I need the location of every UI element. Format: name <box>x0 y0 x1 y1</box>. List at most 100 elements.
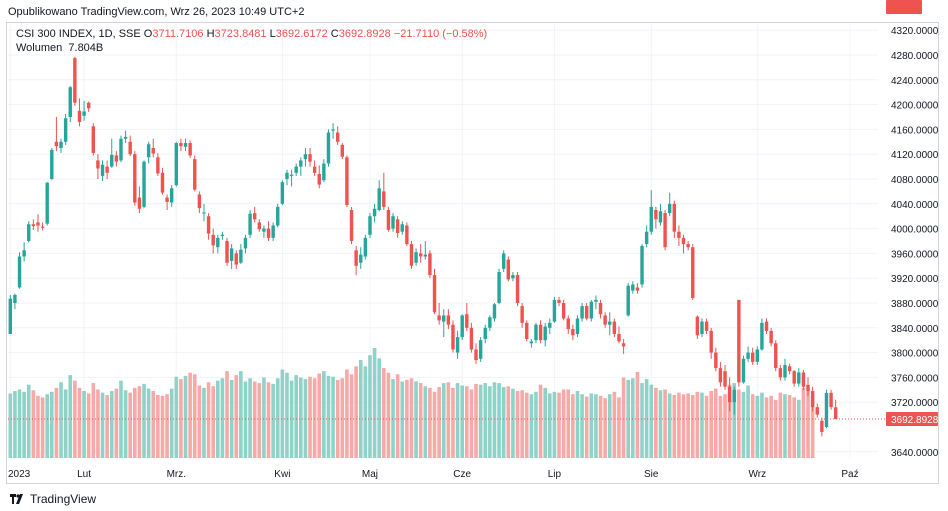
candle[interactable] <box>243 234 248 254</box>
candle[interactable] <box>400 221 404 235</box>
candle[interactable] <box>672 200 677 238</box>
candle[interactable] <box>483 324 487 344</box>
candle[interactable] <box>644 225 649 248</box>
candle[interactable] <box>451 320 455 353</box>
candle[interactable] <box>727 377 732 412</box>
candle[interactable] <box>732 386 736 415</box>
candle[interactable] <box>525 320 529 342</box>
candle[interactable] <box>750 347 755 365</box>
candle[interactable] <box>428 250 432 279</box>
candle[interactable] <box>271 222 275 241</box>
candle[interactable] <box>640 244 644 288</box>
candle[interactable] <box>395 216 400 238</box>
candle[interactable] <box>746 346 750 362</box>
candle[interactable] <box>137 186 142 214</box>
candle[interactable] <box>220 231 225 240</box>
candle[interactable] <box>603 312 607 328</box>
candle[interactable] <box>110 138 114 168</box>
candle[interactable] <box>760 318 764 351</box>
candle[interactable] <box>160 167 165 195</box>
candle[interactable] <box>252 206 257 223</box>
candle[interactable] <box>511 272 515 282</box>
candle[interactable] <box>497 268 501 305</box>
candle[interactable] <box>741 355 746 384</box>
candle[interactable] <box>492 303 497 322</box>
candle[interactable] <box>59 138 63 153</box>
candle[interactable] <box>658 203 663 226</box>
candle[interactable] <box>820 417 824 437</box>
candle[interactable] <box>446 309 451 330</box>
candle[interactable] <box>626 283 630 317</box>
candle[interactable] <box>345 155 349 207</box>
candle[interactable] <box>68 86 72 122</box>
candle[interactable] <box>262 225 266 238</box>
candle[interactable] <box>631 281 635 294</box>
candle[interactable] <box>442 309 446 338</box>
candle[interactable] <box>40 222 45 231</box>
candle[interactable] <box>501 250 506 272</box>
candle[interactable] <box>174 141 179 187</box>
candle[interactable] <box>432 268 437 315</box>
candle[interactable] <box>100 160 105 181</box>
candle[interactable] <box>520 303 524 328</box>
candle[interactable] <box>50 148 54 181</box>
candle[interactable] <box>146 141 151 164</box>
candle[interactable] <box>764 318 769 335</box>
candle[interactable] <box>774 340 778 372</box>
candle[interactable] <box>409 241 414 269</box>
candle[interactable] <box>755 346 760 365</box>
candle[interactable] <box>617 326 621 344</box>
candle[interactable] <box>229 244 234 269</box>
candle[interactable] <box>156 152 160 176</box>
candle[interactable] <box>133 151 137 206</box>
candle[interactable] <box>405 222 409 246</box>
candle[interactable] <box>349 206 354 245</box>
candle[interactable] <box>193 155 197 192</box>
candle[interactable] <box>691 244 695 300</box>
candle[interactable] <box>382 172 386 210</box>
candle[interactable] <box>299 157 303 176</box>
candle[interactable] <box>225 237 229 266</box>
candle[interactable] <box>543 322 547 347</box>
candle[interactable] <box>548 318 552 335</box>
candle[interactable] <box>377 180 381 212</box>
candle[interactable] <box>778 365 783 381</box>
candle[interactable] <box>418 244 423 263</box>
candle[interactable] <box>280 180 285 206</box>
candle[interactable] <box>797 368 801 387</box>
candle[interactable] <box>31 219 36 230</box>
candle[interactable] <box>308 148 312 167</box>
candle[interactable] <box>335 126 340 145</box>
symbol-label[interactable]: CSI 300 INDEX, 1D, SSE <box>16 28 141 40</box>
candle[interactable] <box>718 361 723 387</box>
candle[interactable] <box>13 293 17 310</box>
candle[interactable] <box>303 148 308 167</box>
candle[interactable] <box>128 135 132 157</box>
candle[interactable] <box>22 242 26 262</box>
candle[interactable] <box>833 399 838 420</box>
candle[interactable] <box>829 389 833 410</box>
candle[interactable] <box>359 247 363 269</box>
candle[interactable] <box>91 123 96 156</box>
candle[interactable] <box>815 403 819 418</box>
candle[interactable] <box>276 203 280 228</box>
candle[interactable] <box>598 299 603 319</box>
candle[interactable] <box>783 358 787 381</box>
candle[interactable] <box>557 296 561 307</box>
candle[interactable] <box>584 303 589 321</box>
candle[interactable] <box>36 214 40 232</box>
candle[interactable] <box>114 151 119 167</box>
candle[interactable] <box>73 56 77 106</box>
candle[interactable] <box>515 272 520 307</box>
candle[interactable] <box>460 314 464 341</box>
candle[interactable] <box>465 303 469 331</box>
candle[interactable] <box>165 194 169 211</box>
candle[interactable] <box>737 299 741 387</box>
candle[interactable] <box>119 135 123 163</box>
candle[interactable] <box>474 343 478 364</box>
candle[interactable] <box>571 324 575 341</box>
candle[interactable] <box>423 241 428 260</box>
candle[interactable] <box>455 330 460 359</box>
candle[interactable] <box>561 299 566 321</box>
candle[interactable] <box>667 192 672 217</box>
